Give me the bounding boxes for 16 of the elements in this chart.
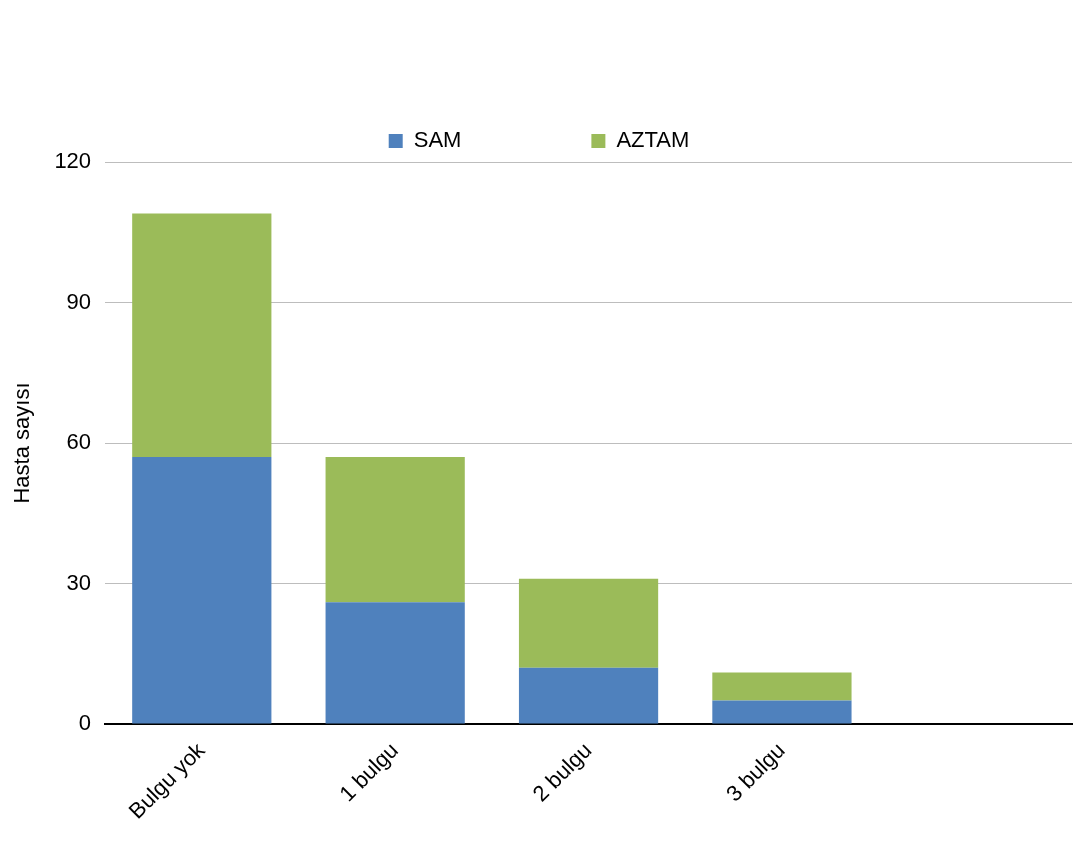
bar xyxy=(325,602,465,724)
bar xyxy=(518,667,659,724)
y-tick-label: 0 xyxy=(78,710,92,736)
legend-label: SAM xyxy=(413,127,462,153)
y-tick-label: 60 xyxy=(66,429,92,455)
bar xyxy=(132,457,272,724)
bar xyxy=(712,672,852,701)
y-tick-label: 120 xyxy=(54,148,92,174)
legend-label: AZTAM xyxy=(616,127,690,153)
y-tick-label: 30 xyxy=(66,569,92,595)
bar xyxy=(325,457,465,603)
y-tick-label: 90 xyxy=(66,288,92,314)
bar xyxy=(518,578,659,668)
bar xyxy=(712,700,852,724)
bar xyxy=(132,213,272,458)
y-axis-title: Hasta sayısı xyxy=(9,382,35,504)
